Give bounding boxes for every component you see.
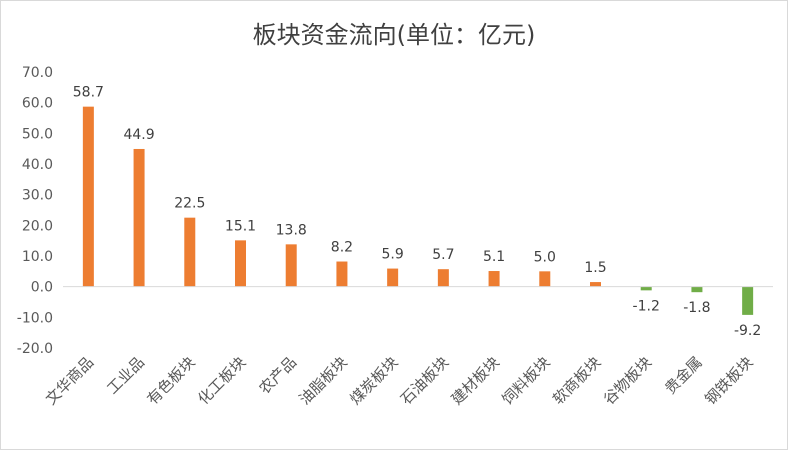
y-axis-tick-labels: 70.0 60.0 50.0 40.0 30.0 20.0 10.0 0.0 -10.0 -20.… bbox=[17, 65, 53, 357]
bar-14 bbox=[742, 286, 754, 315]
data-labels: 58.7 44.9 22.5 15.1 13.8 8.2 5.9 5.7 5.1 5.0 1.5 -1… bbox=[73, 85, 762, 339]
bar-7 bbox=[387, 268, 399, 287]
data-label: 44.9 bbox=[123, 127, 154, 143]
category-label: 软商板块 bbox=[549, 353, 604, 408]
y-tick-label: 70.0 bbox=[22, 65, 53, 81]
category-label: 文华商品 bbox=[42, 353, 97, 408]
bar-4 bbox=[235, 240, 246, 287]
category-label: 贵金属 bbox=[661, 353, 706, 398]
bar-6 bbox=[336, 261, 348, 287]
category-label: 石油板块 bbox=[397, 353, 452, 408]
y-tick-label: -20.0 bbox=[17, 341, 53, 357]
data-label: 5.7 bbox=[432, 247, 454, 263]
bar-2 bbox=[133, 148, 145, 287]
y-tick-label: 0.0 bbox=[31, 280, 53, 296]
category-label: 钢铁板块 bbox=[701, 353, 756, 408]
bar-9 bbox=[488, 271, 500, 287]
category-label: 饲料板块 bbox=[498, 353, 553, 408]
y-tick-label: 40.0 bbox=[22, 157, 53, 173]
data-label: 22.5 bbox=[174, 196, 205, 212]
data-label: -1.8 bbox=[683, 300, 710, 316]
bar-12 bbox=[640, 286, 652, 291]
y-tick-label: -10.0 bbox=[17, 310, 53, 326]
bar-11 bbox=[590, 282, 601, 287]
data-label: 13.8 bbox=[276, 222, 307, 238]
y-tick-label: 10.0 bbox=[22, 249, 53, 265]
y-tick-label: 30.0 bbox=[22, 188, 53, 204]
data-label: -9.2 bbox=[734, 323, 761, 339]
bar-5 bbox=[285, 244, 297, 287]
data-label: -1.2 bbox=[633, 298, 660, 314]
bar-13 bbox=[691, 286, 703, 293]
bar-8 bbox=[437, 269, 449, 287]
data-label: 5.9 bbox=[382, 247, 404, 263]
category-label: 建材板块 bbox=[448, 353, 503, 408]
category-label: 煤炭板块 bbox=[346, 353, 401, 408]
category-label: 油脂板块 bbox=[296, 353, 351, 408]
data-label: 15.1 bbox=[225, 218, 256, 234]
data-label: 5.1 bbox=[483, 249, 505, 265]
bar-1 bbox=[82, 106, 94, 287]
y-tick-label: 20.0 bbox=[22, 218, 53, 234]
data-label: 8.2 bbox=[331, 240, 353, 256]
chart-title: 板块资金流向(单位：亿元) bbox=[252, 21, 536, 49]
bar-series bbox=[82, 106, 754, 315]
data-label: 1.5 bbox=[584, 260, 606, 276]
category-label: 农产品 bbox=[255, 353, 300, 398]
category-label: 谷物板块 bbox=[600, 353, 655, 408]
y-tick-label: 50.0 bbox=[22, 126, 53, 142]
bar-10 bbox=[539, 271, 551, 287]
category-label: 化工板块 bbox=[194, 353, 249, 408]
bar-3 bbox=[184, 217, 196, 287]
data-label: 58.7 bbox=[73, 85, 104, 101]
data-label: 5.0 bbox=[534, 249, 556, 265]
y-tick-label: 60.0 bbox=[22, 96, 53, 112]
category-label: 工业品 bbox=[103, 353, 148, 398]
category-label: 有色板块 bbox=[143, 353, 198, 408]
